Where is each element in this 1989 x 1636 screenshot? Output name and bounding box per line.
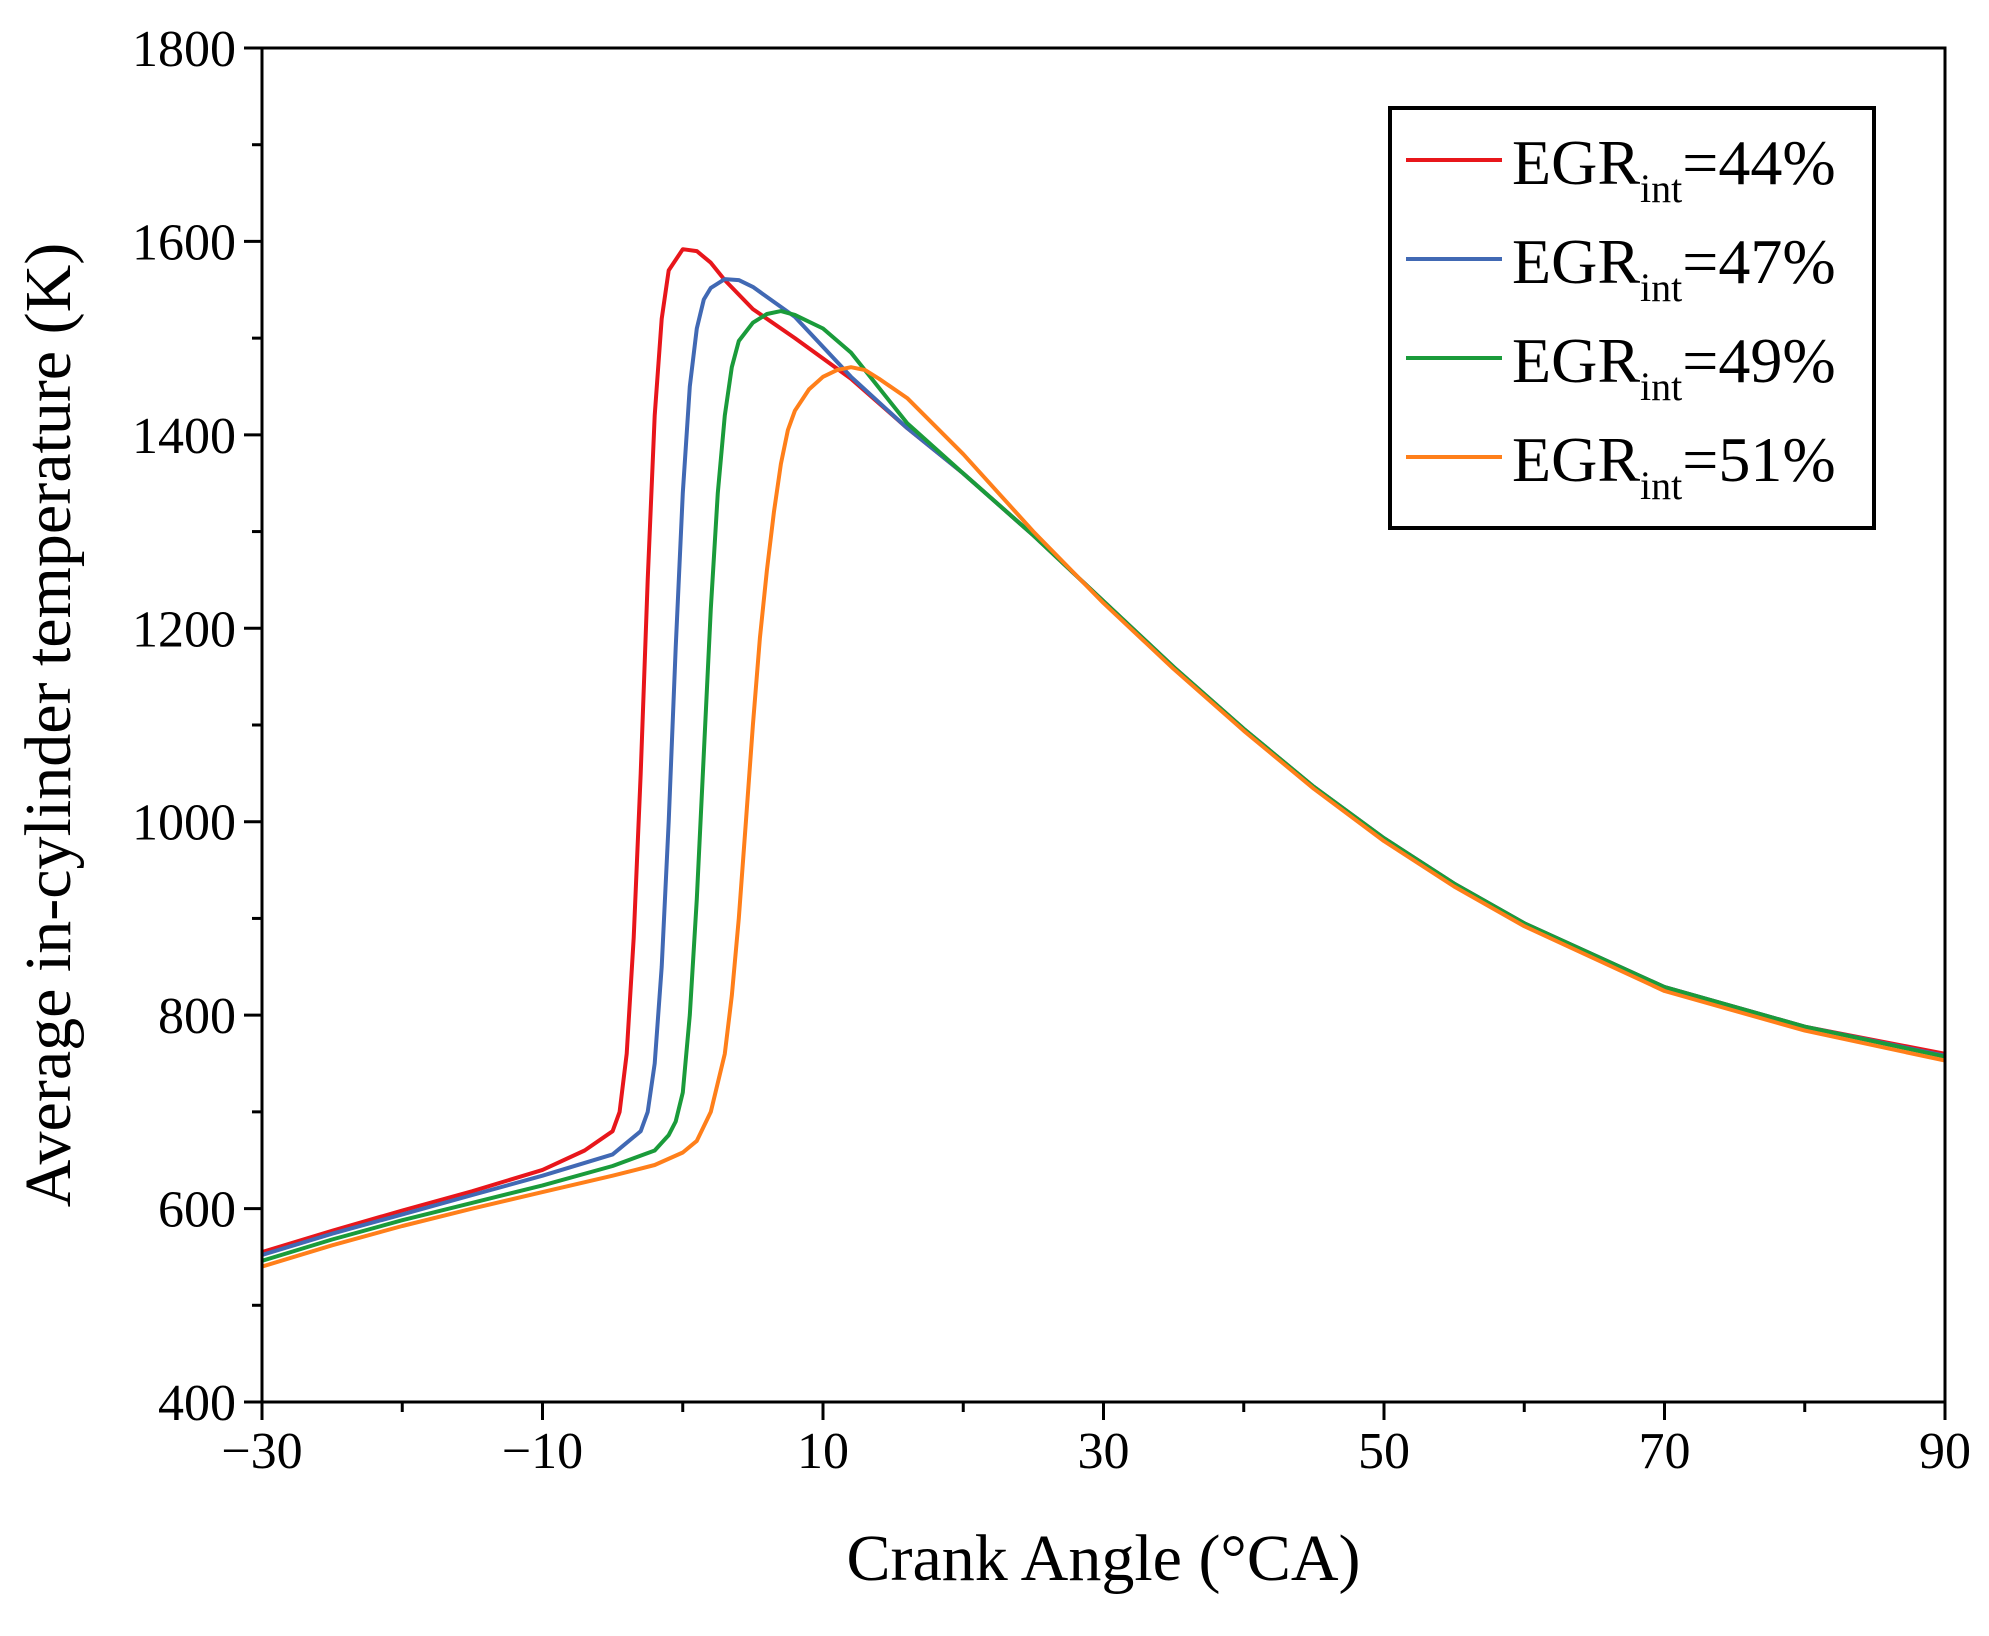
x-tick-label: 90 <box>1919 1423 1971 1480</box>
x-tick-label: 70 <box>1639 1423 1691 1480</box>
y-tick-label: 1800 <box>132 21 236 78</box>
y-tick-label: 1600 <box>132 214 236 271</box>
legend-label-2: EGRint=47% <box>1512 226 1836 310</box>
x-tick-label: −10 <box>502 1423 583 1480</box>
tick-layer: −30 −10 10 30 50 70 90 400 600 800 1000 1200 1400 160… <box>132 21 1971 1480</box>
x-axis-title: Crank Angle (°CA) <box>847 1522 1361 1595</box>
x-tick-label: 10 <box>797 1423 849 1480</box>
legend: EGRint=44% EGRint=47% EGRint=49% EGRint=51% <box>1388 106 1876 530</box>
series-line-4 <box>262 365 1945 1269</box>
y-axis-title: Average in-cylinder temperature (K) <box>12 243 85 1207</box>
series-layer <box>262 247 1945 1269</box>
legend-label-4: EGRint=51% <box>1512 424 1836 508</box>
legend-label-1: EGRint=44% <box>1512 127 1836 211</box>
x-tick-label: −30 <box>221 1423 302 1480</box>
y-tick-label: 1200 <box>132 601 236 658</box>
y-tick-label: 1400 <box>132 408 236 465</box>
x-tick-label: 30 <box>1078 1423 1130 1480</box>
y-tick-label: 800 <box>158 988 236 1045</box>
x-tick-label: 50 <box>1358 1423 1410 1480</box>
y-tick-label: 1000 <box>132 795 236 852</box>
y-tick-label: 600 <box>158 1182 236 1239</box>
y-tick-label: 400 <box>158 1375 236 1432</box>
legend-label-3: EGRint=49% <box>1512 325 1836 409</box>
